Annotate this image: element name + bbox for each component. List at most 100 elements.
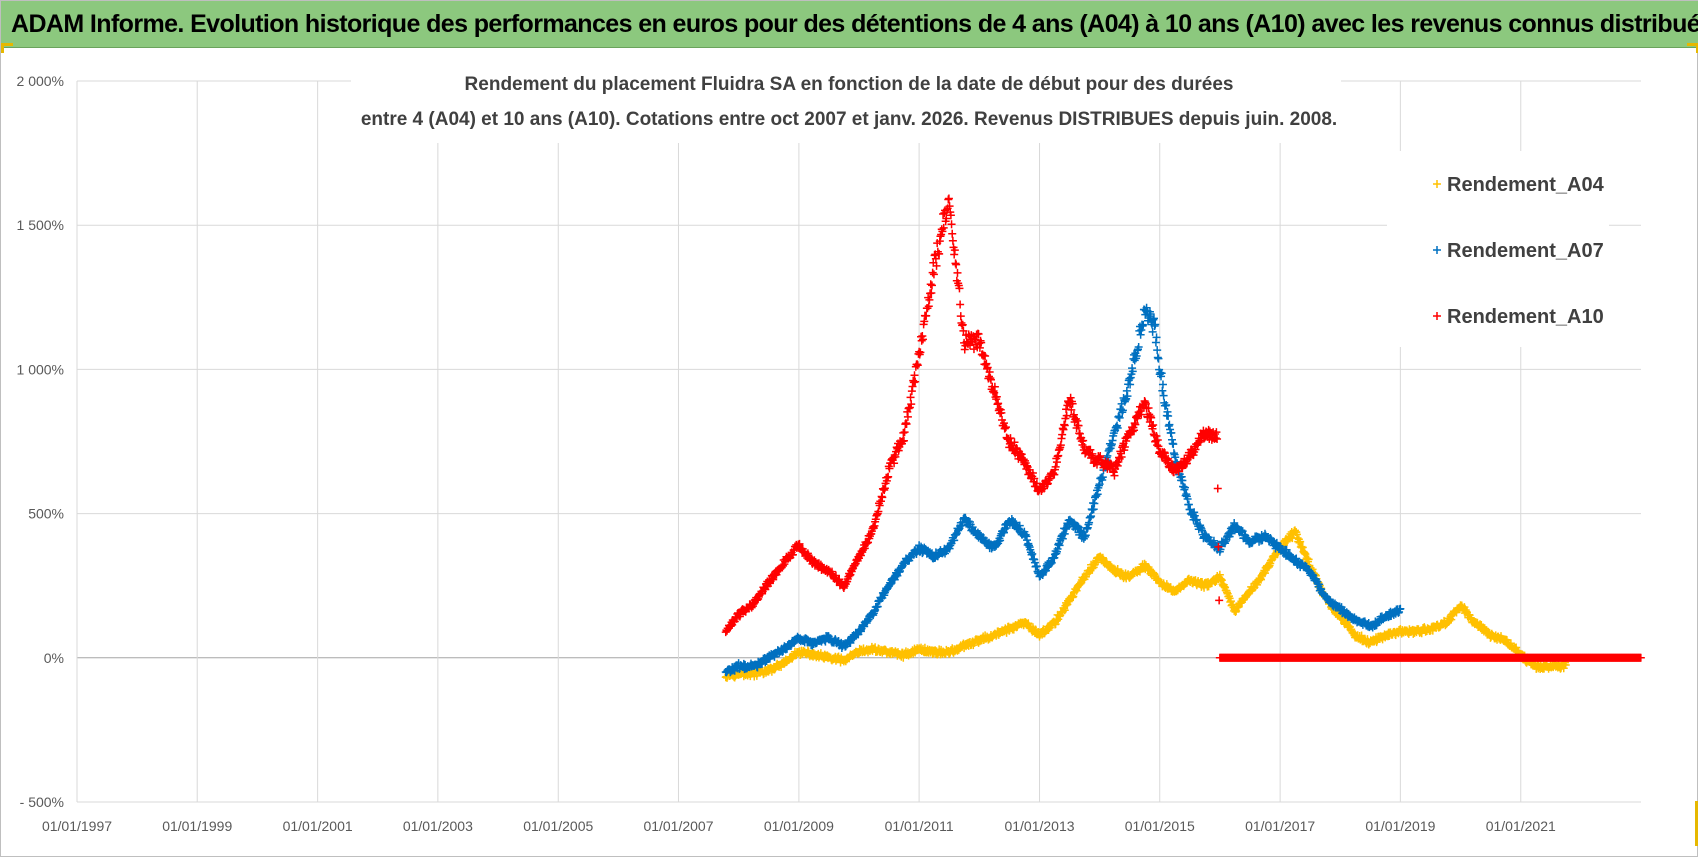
- data-point: [1060, 421, 1069, 430]
- data-point: [913, 361, 922, 370]
- data-point: [874, 507, 883, 516]
- data-point: [1167, 428, 1176, 437]
- data-point: [931, 254, 940, 263]
- data-point: [994, 399, 1003, 408]
- data-point: [1149, 421, 1158, 430]
- x-tick-label: 01/01/1999: [162, 818, 232, 834]
- data-point: [916, 348, 925, 357]
- x-tick-label: 01/01/1997: [42, 818, 112, 834]
- data-point: [927, 289, 936, 298]
- data-point: [1068, 399, 1077, 408]
- corner-mark: [1687, 43, 1698, 46]
- data-point: [1396, 604, 1405, 613]
- data-point: [1164, 454, 1173, 463]
- data-point: [1074, 421, 1083, 430]
- data-point: [1081, 531, 1090, 540]
- data-point: [935, 249, 944, 258]
- legend-label: Rendement_A10: [1447, 306, 1604, 328]
- data-point: [1126, 380, 1135, 389]
- data-point: [1139, 320, 1148, 329]
- data-point: [1561, 661, 1570, 670]
- data-point: [953, 268, 962, 277]
- data-point: [1087, 512, 1096, 521]
- corner-mark: [1696, 43, 1698, 53]
- data-point: [1086, 445, 1095, 454]
- banner-title: ADAM Informe. Evolution historique des p…: [11, 10, 1698, 38]
- data-point: [1051, 462, 1060, 471]
- corner-mark: [1, 43, 13, 46]
- data-point: [1030, 474, 1039, 483]
- chart-title-background: [351, 63, 1341, 143]
- x-tick-label: 01/01/2003: [403, 818, 473, 834]
- data-point: [947, 220, 956, 229]
- series-Rendement_A10: [721, 194, 1645, 662]
- data-point: [1148, 327, 1157, 336]
- x-tick-label: 01/01/2009: [764, 818, 834, 834]
- data-point: [990, 382, 999, 391]
- x-tick-label: 01/01/2013: [1004, 818, 1074, 834]
- corner-mark: [1695, 801, 1698, 846]
- data-point: [1154, 354, 1163, 363]
- x-axis-ticks: 01/01/1997 01/01/1999 01/01/2001 01/01/2003…: [42, 818, 1556, 834]
- data-point: [974, 329, 983, 338]
- banner: ADAM Informe. Evolution historique des p…: [1, 1, 1698, 48]
- data-point: [932, 261, 941, 270]
- data-point: [1214, 542, 1223, 551]
- data-point: [1113, 424, 1122, 433]
- data-point: [1010, 438, 1019, 447]
- x-tick-label: 01/01/2007: [643, 818, 713, 834]
- data-point: [1213, 434, 1222, 443]
- data-point: [946, 211, 955, 220]
- data-point: [1117, 453, 1126, 462]
- y-tick-label: 2 000%: [17, 73, 64, 89]
- data-point: [942, 214, 951, 223]
- data-point: [939, 223, 948, 232]
- data-point: [1098, 473, 1107, 482]
- data-point: [1158, 380, 1167, 389]
- data-point: [955, 284, 964, 293]
- data-point: [1212, 428, 1221, 437]
- data-point: [1131, 420, 1140, 429]
- data-point: [981, 351, 990, 360]
- data-point: [959, 326, 968, 335]
- data-point: [1152, 333, 1161, 342]
- data-point: [1153, 346, 1162, 355]
- y-tick-label: 0%: [44, 650, 64, 666]
- data-point: [1157, 369, 1166, 378]
- data-point: [1213, 484, 1222, 493]
- chart-title-line1: Rendement du placement Fluidra SA en fon…: [465, 74, 1234, 95]
- data-point: [1032, 479, 1041, 488]
- data-point: [1160, 449, 1169, 458]
- data-point: [1130, 356, 1139, 365]
- data-point: [1001, 423, 1010, 432]
- series-Rendement_A07: [721, 303, 1405, 677]
- data-point: [1130, 426, 1139, 435]
- data-point: [884, 472, 893, 481]
- data-point: [992, 392, 1001, 401]
- data-point: [1162, 400, 1171, 409]
- data-point: [902, 420, 911, 429]
- data-point: [1215, 596, 1224, 605]
- data-point: [1152, 432, 1161, 441]
- data-point: [923, 304, 932, 313]
- legend: Rendement_A04 Rendement_A07 Rendement_A10: [1387, 151, 1609, 347]
- x-tick-label: 01/01/2011: [885, 818, 954, 834]
- legend-background: [1387, 151, 1609, 347]
- data-point: [977, 338, 986, 347]
- data-point: [1056, 441, 1065, 450]
- x-tick-label: 01/01/2017: [1245, 818, 1315, 834]
- x-tick-label: 01/01/2019: [1365, 818, 1435, 834]
- data-point: [890, 459, 899, 468]
- x-tick-label: 01/01/2005: [523, 818, 593, 834]
- data-point: [952, 260, 961, 269]
- data-point: [1120, 443, 1129, 452]
- data-point: [929, 270, 938, 279]
- data-point: [911, 377, 920, 386]
- data-point: [1146, 310, 1155, 319]
- data-point: [1169, 440, 1178, 449]
- data-point: [906, 393, 915, 402]
- data-point: [956, 312, 965, 321]
- data-point: [1164, 412, 1173, 421]
- data-point: [1062, 411, 1071, 420]
- data-point: [1015, 521, 1024, 530]
